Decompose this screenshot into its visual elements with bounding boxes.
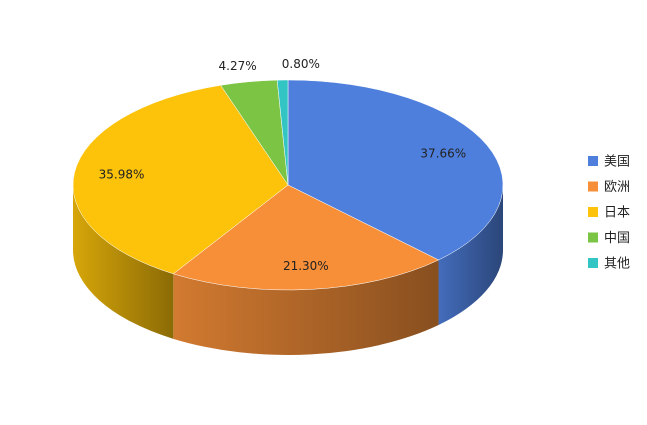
slice — [172, 184, 440, 291]
data-label: 21.30% — [283, 259, 329, 273]
legend-swatch — [588, 258, 598, 268]
legend-swatch — [588, 181, 598, 192]
legend-label: 其他 — [604, 257, 630, 272]
slice — [72, 85, 289, 275]
data-label: 35.98% — [99, 168, 145, 182]
legend-swatch — [588, 232, 598, 243]
legend-label: 欧洲 — [604, 180, 630, 195]
legend-label: 美国 — [604, 155, 630, 170]
legend-label: 中国 — [604, 231, 630, 246]
data-label: 37.66% — [420, 147, 466, 161]
data-label: 4.27% — [219, 59, 257, 73]
legend-swatch — [588, 156, 598, 166]
slice-side — [73, 185, 174, 339]
slice-side — [438, 185, 503, 325]
slice-side — [173, 259, 439, 356]
data-label: 0.80% — [282, 57, 320, 71]
legend-label: 日本 — [604, 206, 630, 221]
slice — [276, 79, 289, 186]
legend-swatch — [588, 207, 598, 217]
slice — [287, 79, 504, 261]
